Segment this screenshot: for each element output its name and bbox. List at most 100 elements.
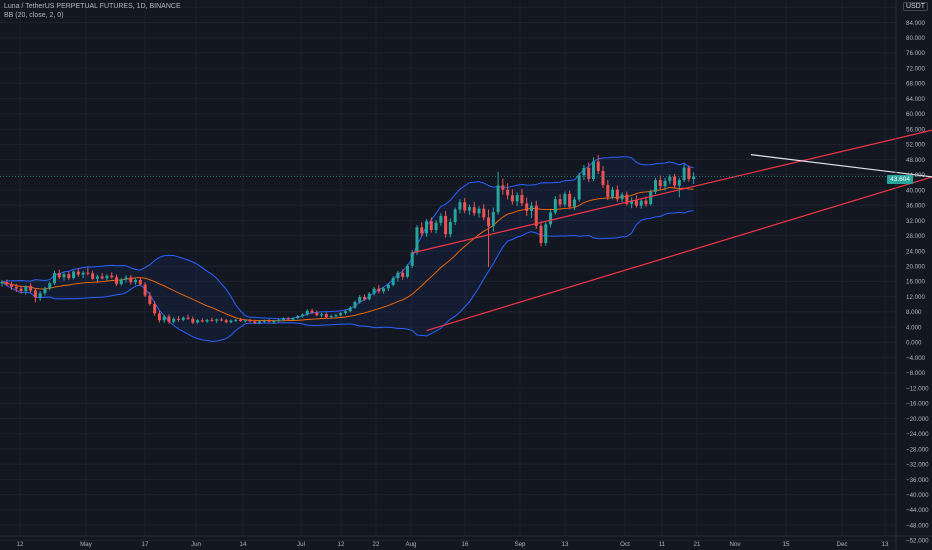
candle-body (572, 199, 576, 207)
candle-body (472, 207, 476, 214)
candle (95, 274, 99, 282)
x-tick-label: Oct (620, 541, 630, 548)
candle-body (315, 312, 319, 316)
candle-body (668, 176, 672, 181)
candle (210, 317, 214, 322)
channel-lower[interactable] (426, 167, 932, 332)
y-tick-label: 20.000 (906, 263, 925, 270)
candle (10, 281, 14, 290)
candle-body (210, 319, 214, 321)
candle (506, 183, 510, 200)
candle-body (568, 193, 572, 207)
candle (134, 278, 138, 285)
candle (549, 209, 553, 228)
candle (305, 309, 309, 316)
symbol-legend[interactable]: Luna / TetherUS PERPETUAL FUTURES, 1D, B… (4, 3, 181, 10)
candle-body (649, 191, 653, 205)
candle-body (291, 317, 295, 320)
candle-body (239, 319, 242, 322)
candle-body (48, 283, 52, 289)
candle-body (57, 273, 61, 278)
candle (405, 264, 409, 279)
candle-body (396, 272, 400, 278)
candle (315, 310, 319, 317)
candle-body (243, 320, 247, 322)
x-tick-label: May (80, 541, 93, 548)
time-axis[interactable]: 12 May 17 Jun 14 Jul 12 22 Aug 16 Sep 13 Oct 11 21 Nov 1… (0, 535, 932, 548)
candle (425, 218, 429, 237)
candle (591, 157, 595, 182)
candle-body (520, 194, 524, 204)
candle (172, 317, 176, 324)
currency-badge[interactable]: USDT (902, 2, 928, 11)
candle (563, 191, 567, 208)
candle-body (358, 297, 362, 302)
candle (124, 275, 128, 283)
candle (248, 318, 252, 323)
candle-body (525, 203, 529, 211)
candle (467, 204, 471, 215)
y-tick-label: −36.000 (906, 477, 929, 484)
candle-body (310, 310, 314, 313)
candle-body (134, 279, 138, 283)
y-tick-label: 24.000 (906, 248, 925, 255)
candle-body (181, 317, 185, 320)
candle (329, 314, 333, 319)
candle-body (29, 285, 33, 291)
x-tick-label: 21 (694, 541, 701, 548)
candle-body (444, 215, 448, 235)
candle-body (496, 185, 500, 213)
candle (625, 191, 629, 206)
candle (529, 201, 533, 219)
candle-body (258, 321, 262, 323)
candle (444, 210, 448, 238)
trendline-drawings[interactable] (412, 123, 932, 332)
candle (162, 314, 166, 323)
candle (649, 189, 653, 206)
candle-body (420, 227, 424, 234)
candle-body (10, 284, 14, 287)
x-tick-label: 11 (659, 541, 666, 548)
indicator-legend[interactable]: BB (20, close, 2, 0) (4, 12, 64, 19)
candle (515, 192, 519, 207)
candle (477, 206, 481, 218)
candle (634, 195, 638, 208)
candle (596, 154, 600, 175)
candle-body (477, 208, 481, 214)
y-tick-label: 0.000 (906, 340, 922, 347)
candle (296, 314, 300, 320)
x-tick-label: Jul (297, 541, 305, 548)
channel-upper[interactable] (412, 123, 932, 254)
candle-body (539, 225, 543, 243)
candle-body (677, 180, 681, 186)
y-tick-label: 72.000 (906, 65, 925, 72)
resistance-trendline[interactable] (750, 154, 932, 178)
price-axis[interactable]: −52.000 −48.000 −44.000 −40.000 −36.000 −32.0… (895, 0, 929, 550)
candle (653, 177, 657, 195)
candle-body (582, 167, 586, 176)
candle (86, 267, 90, 276)
candle (496, 171, 500, 215)
candle-body (410, 252, 414, 266)
candle-body (658, 180, 662, 187)
candle (553, 196, 557, 215)
candle-body (248, 320, 252, 322)
bb-lower-band (1, 210, 694, 342)
candle-body (382, 288, 386, 292)
candle (153, 301, 157, 316)
candle-body (67, 274, 71, 278)
candle-body (162, 316, 166, 321)
candle-body (529, 205, 533, 211)
candle-body (687, 167, 691, 179)
y-tick-label: 56.000 (906, 126, 925, 133)
candle (324, 312, 328, 319)
candle-body (348, 307, 352, 312)
candle (401, 269, 405, 280)
candle-body (167, 316, 171, 322)
candle (558, 194, 562, 208)
y-tick-label: 76.000 (906, 50, 925, 57)
candle (377, 284, 381, 294)
candle-body (38, 293, 42, 298)
candle (0, 279, 4, 287)
